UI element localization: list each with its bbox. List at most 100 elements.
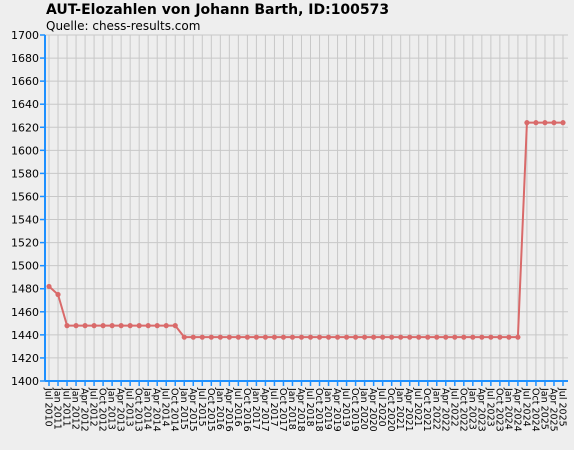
data-point <box>208 334 214 340</box>
x-tick-label: Oct 2021 <box>421 388 432 432</box>
y-tick-labels: 1400 1420 1440 1460 1480 1500 1520 1540 1560 1580… <box>11 29 39 388</box>
data-point <box>64 323 70 329</box>
y-tick-label: 1460 <box>11 306 39 319</box>
x-tick-label: Jan 2020 <box>358 387 369 430</box>
x-tick-label: Oct 2017 <box>277 388 288 432</box>
y-tick-label: 1440 <box>11 329 39 342</box>
y-tick-label: 1600 <box>11 144 39 157</box>
data-point <box>55 291 61 298</box>
data-point <box>46 283 52 290</box>
data-point <box>325 334 332 340</box>
data-point <box>217 334 223 340</box>
data-point <box>298 334 305 340</box>
data-point <box>253 334 260 340</box>
data-point <box>488 334 494 340</box>
series-line <box>48 121 563 339</box>
x-tick-label: Jan 2016 <box>214 387 225 430</box>
x-tick-label: Oct 2014 <box>169 388 180 432</box>
data-point <box>199 334 205 340</box>
x-tick-label: Apr 2019 <box>331 388 342 432</box>
data-point <box>91 323 97 329</box>
x-tick-label: Apr 2024 <box>511 388 522 432</box>
x-tick-label: Oct 2012 <box>97 388 108 432</box>
plot-area <box>45 35 568 381</box>
data-point <box>244 334 250 340</box>
x-tick-label: Jul 2024 <box>520 387 531 427</box>
x-tick-label: Jul 2025 <box>557 387 568 427</box>
x-tick-label: Apr 2014 <box>151 388 162 432</box>
data-points <box>46 120 566 340</box>
data-point <box>226 334 232 340</box>
series-line-path <box>48 121 563 339</box>
x-tick-label: Oct 2023 <box>493 388 504 432</box>
x-tick-label: Oct 2013 <box>133 388 144 432</box>
data-point <box>145 323 151 329</box>
y-tick-label: 1420 <box>11 352 39 365</box>
x-tick-label: Jan 2017 <box>250 387 261 430</box>
x-tick-label: Apr 2021 <box>403 388 414 432</box>
data-point <box>434 334 440 340</box>
grid <box>45 34 568 382</box>
data-point <box>560 120 566 126</box>
data-point <box>154 323 160 329</box>
axes <box>40 34 568 386</box>
y-tick-label: 1680 <box>11 52 39 65</box>
x-tick-label: Apr 2025 <box>547 388 558 432</box>
x-tick-label: Apr 2022 <box>439 388 450 432</box>
x-tick-label: Oct 2020 <box>385 388 396 432</box>
x-tick-label: Apr 2018 <box>295 388 306 432</box>
y-tick-label: 1400 <box>11 375 39 388</box>
y-tick-label: 1500 <box>11 260 39 273</box>
data-point <box>461 334 467 340</box>
x-tick-label: Jan 2025 <box>538 387 549 430</box>
x-tick-label: Jul 2019 <box>340 387 351 427</box>
y-tick-label: 1480 <box>11 283 39 296</box>
y-tick-label: 1700 <box>11 29 39 42</box>
x-tick-label: Jul 2010 <box>43 387 54 427</box>
x-tick-label: Jul 2021 <box>412 387 423 427</box>
data-point <box>452 334 458 340</box>
data-point <box>280 334 287 340</box>
data-point <box>371 334 377 340</box>
x-tick-label: Oct 2024 <box>529 388 540 432</box>
data-point <box>551 120 557 126</box>
data-point <box>109 323 115 329</box>
x-tick-label: Jul 2023 <box>484 387 495 427</box>
x-tick-label: Oct 2019 <box>349 388 360 432</box>
data-point <box>172 323 178 329</box>
data-point <box>163 323 169 329</box>
data-point <box>100 323 106 329</box>
x-tick-label: Jul 2014 <box>160 387 171 427</box>
data-point <box>181 334 187 340</box>
y-tick-label: 1640 <box>11 98 39 111</box>
x-tick-label: Jul 2020 <box>376 387 387 427</box>
x-tick-label: Jul 2013 <box>124 387 135 427</box>
x-tick-label: Apr 2015 <box>187 388 198 432</box>
y-tick-label: 1540 <box>11 214 39 227</box>
x-tick-label: Jul 2012 <box>88 387 99 427</box>
data-point <box>73 323 79 329</box>
data-point <box>262 334 269 340</box>
data-point <box>352 334 359 340</box>
data-point <box>127 323 133 329</box>
x-tick-label: Jan 2019 <box>322 387 333 430</box>
data-point <box>425 334 431 340</box>
x-tick-label: Oct 2016 <box>241 388 252 432</box>
data-point <box>334 334 341 340</box>
data-point <box>190 334 196 340</box>
data-point <box>343 334 350 340</box>
x-tick-label: Jan 2012 <box>70 387 81 430</box>
y-tick-label: 1560 <box>11 190 39 203</box>
x-tick-label: Apr 2012 <box>79 388 90 432</box>
x-tick-label: Oct 2022 <box>457 388 468 432</box>
x-tick-label: Jul 2017 <box>268 387 279 427</box>
data-point <box>524 120 530 126</box>
x-tick-label: Jan 2011 <box>52 387 63 430</box>
y-tick-label: 1620 <box>11 121 39 134</box>
data-point <box>362 334 368 340</box>
y-tick-label: 1520 <box>11 237 39 250</box>
data-point <box>118 323 124 329</box>
x-tick-label: Jan 2024 <box>502 387 513 430</box>
x-tick-label: Apr 2013 <box>115 388 126 432</box>
